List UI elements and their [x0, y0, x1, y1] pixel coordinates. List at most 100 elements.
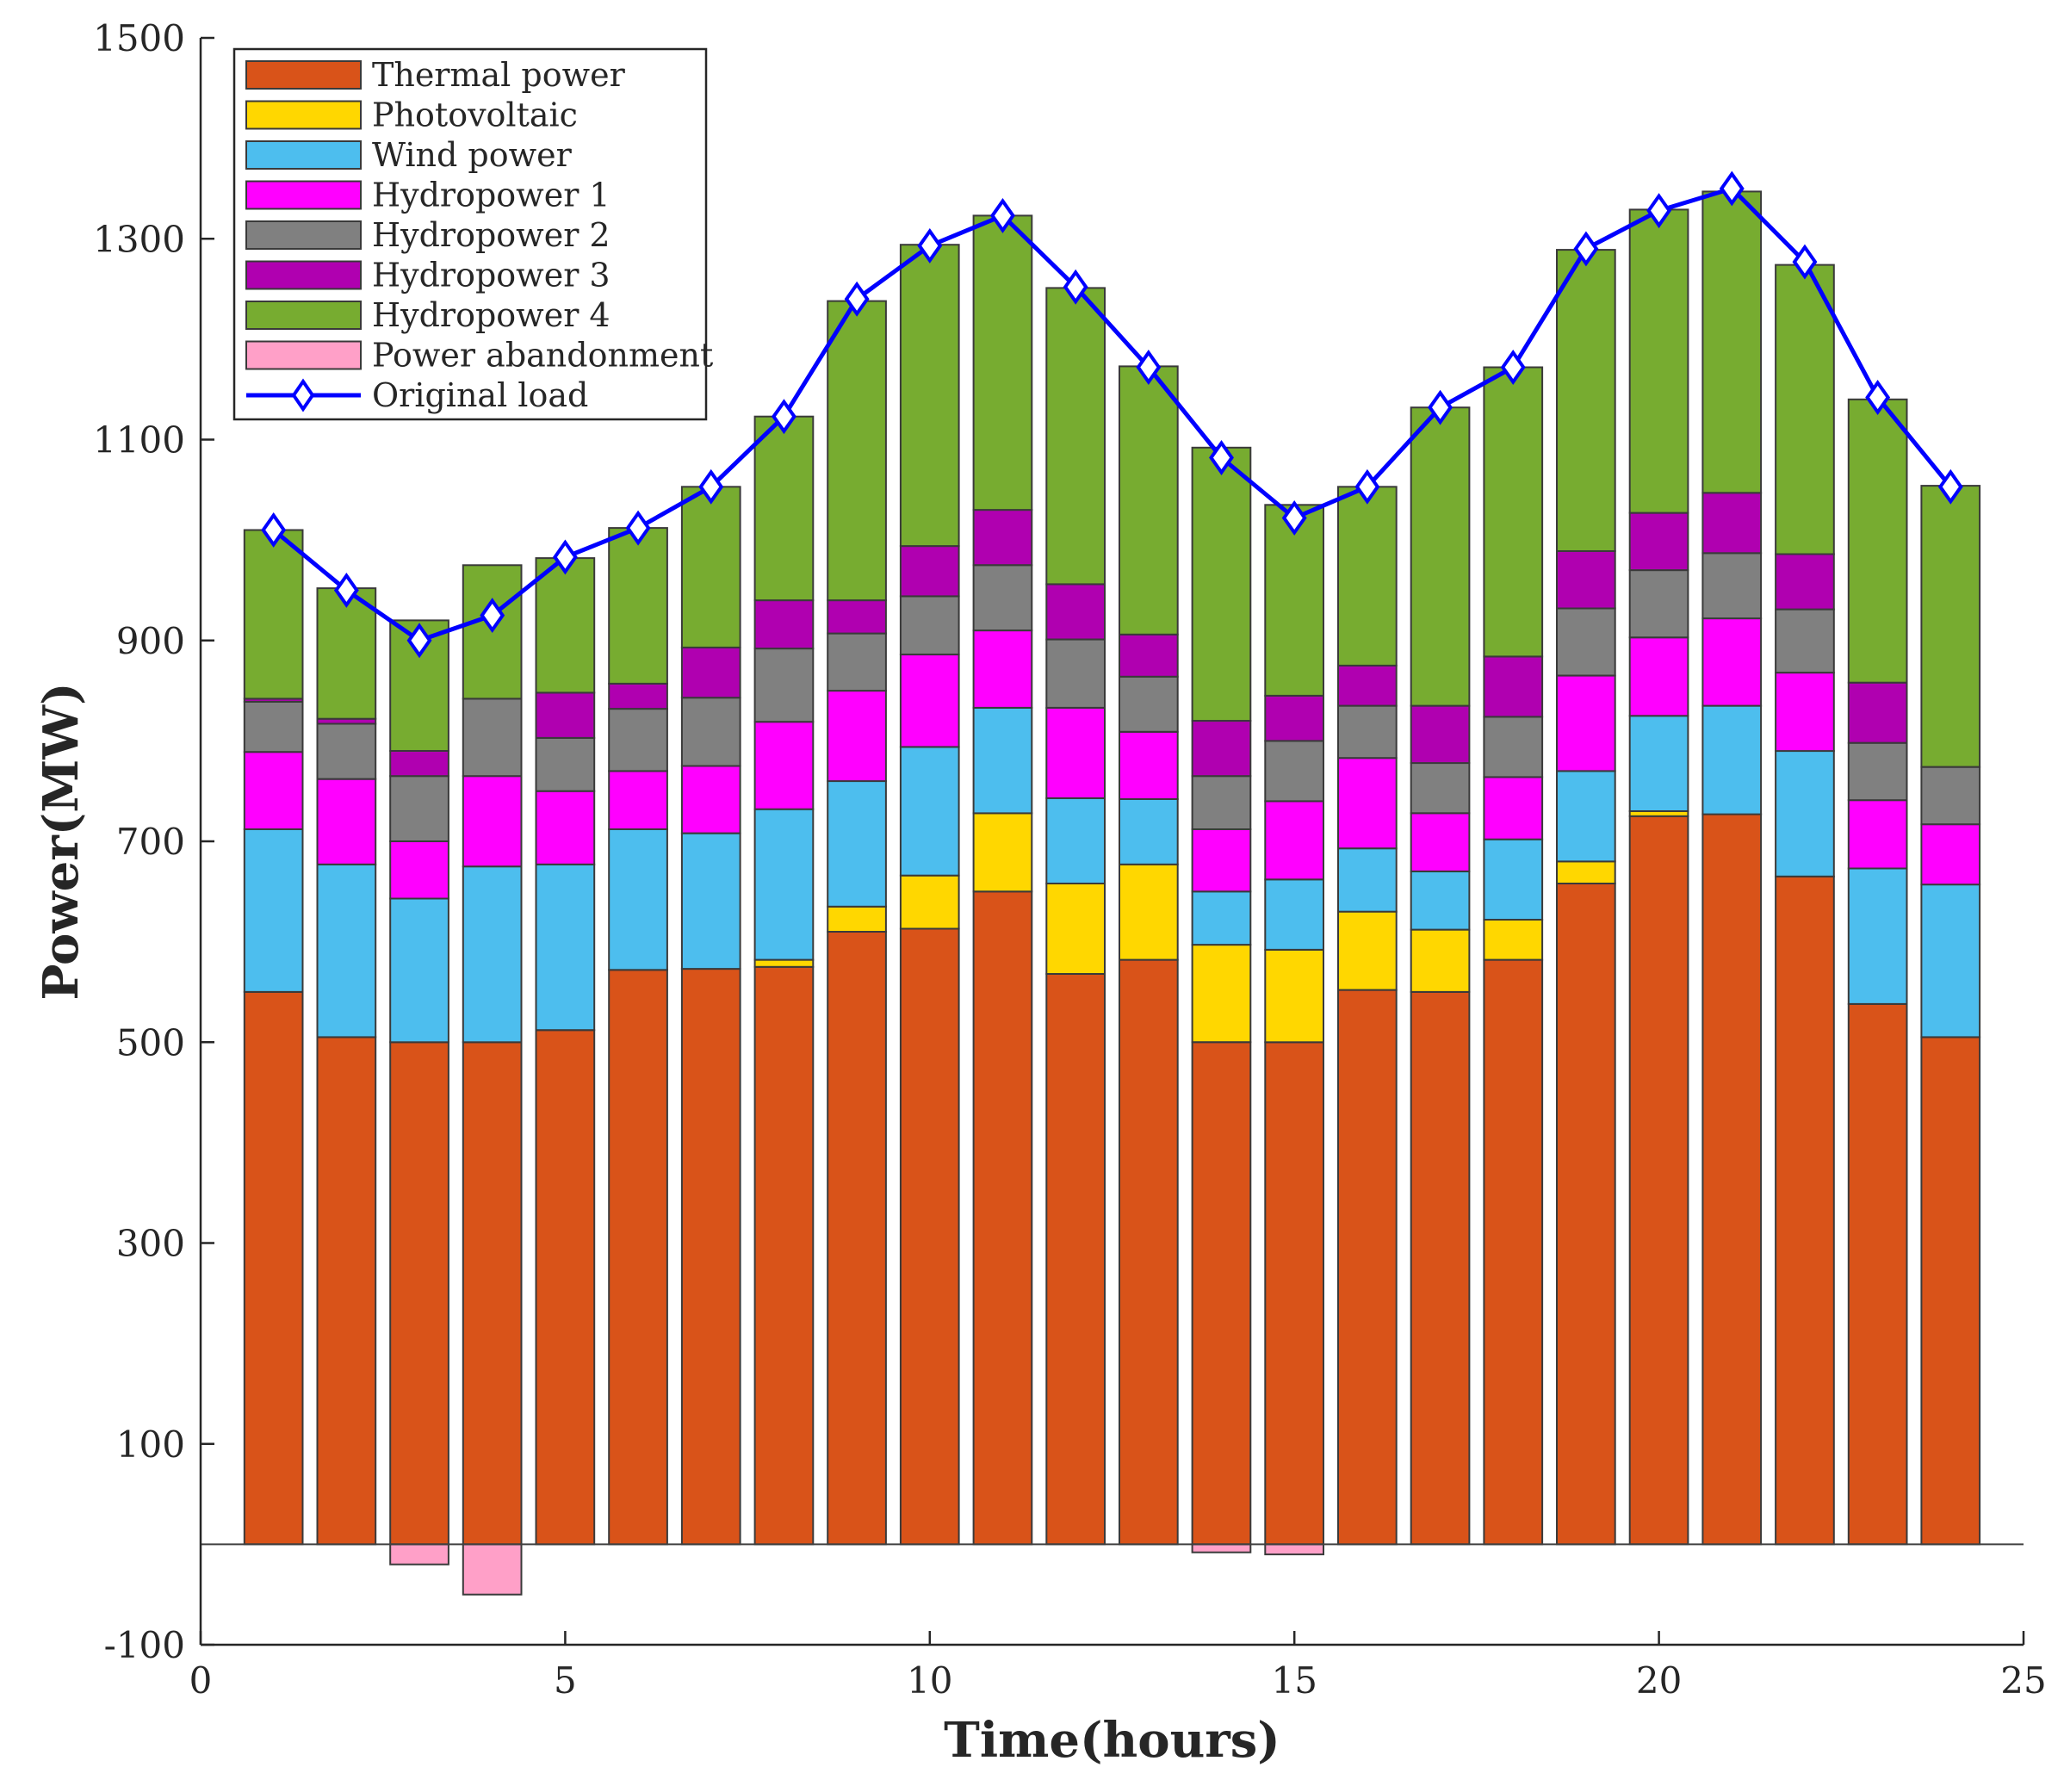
legend-label-power-abandonment: Power abandonment	[372, 337, 713, 375]
bar-hydropower-4-t13	[1119, 365, 1179, 636]
y-tick-label-900: 900	[116, 620, 185, 662]
load-point-t8	[771, 399, 796, 435]
bar-hydropower-3-t14	[1191, 720, 1252, 778]
legend-swatch-power-abandonment	[245, 340, 362, 370]
bar-wind-power-t24	[1920, 884, 1981, 1039]
bar-thermal-power-t1	[243, 990, 304, 1546]
bar-wind-power-t7	[680, 832, 741, 970]
bar-hydropower-4-t22	[1775, 264, 1835, 555]
load-point-t18	[1500, 350, 1526, 385]
bar-photovoltaic-t8	[753, 958, 815, 968]
x-tick-label-5: 5	[554, 1659, 577, 1702]
y-tick-label-700: 700	[116, 821, 185, 863]
bar-hydropower-1-t3	[389, 840, 449, 900]
bar-hydropower-2-t24	[1920, 766, 1981, 826]
bar-hydropower-3-t20	[1628, 512, 1689, 572]
bar-thermal-power-t9	[827, 931, 887, 1546]
bar-hydropower-2-t15	[1264, 740, 1325, 803]
load-point-t1	[261, 512, 287, 548]
bar-thermal-power-t18	[1483, 958, 1544, 1546]
bar-thermal-power-t22	[1775, 875, 1835, 1546]
bar-hydropower-4-t17	[1410, 406, 1471, 707]
bar-hydropower-2-t10	[899, 595, 960, 656]
bar-hydropower-1-t17	[1410, 812, 1471, 872]
bar-photovoltaic-t17	[1410, 928, 1471, 993]
bar-hydropower-1-t13	[1119, 730, 1179, 801]
bar-hydropower-4-t21	[1701, 190, 1763, 494]
bar-wind-power-t17	[1410, 871, 1471, 931]
load-point-t22	[1792, 244, 1818, 280]
load-point-t7	[698, 468, 724, 505]
bar-wind-power-t12	[1045, 797, 1106, 885]
bar-power-abandonment-t15	[1264, 1543, 1325, 1556]
bar-hydropower-3-t3	[389, 750, 449, 778]
legend-label-photovoltaic: Photovoltaic	[372, 96, 578, 134]
legend-label-hydropower-1: Hydropower 1	[372, 177, 611, 214]
bar-hydropower-3-t16	[1337, 664, 1398, 707]
legend-label-hydropower-4: Hydropower 4	[372, 296, 611, 334]
bar-hydropower-2-t5	[535, 736, 596, 792]
bar-wind-power-t11	[972, 706, 1033, 815]
load-point-t13	[1136, 350, 1162, 385]
bar-hydropower-1-t9	[827, 690, 887, 783]
bar-photovoltaic-t10	[899, 874, 960, 930]
bar-wind-power-t4	[462, 865, 523, 1044]
bar-thermal-power-t6	[608, 969, 668, 1546]
bar-hydropower-2-t14	[1191, 775, 1252, 831]
bar-wind-power-t22	[1775, 750, 1835, 877]
load-point-t12	[1063, 269, 1088, 305]
y-tick-label-300: 300	[116, 1223, 185, 1265]
bar-photovoltaic-t9	[827, 905, 887, 933]
bar-thermal-power-t19	[1556, 883, 1616, 1546]
bar-hydropower-2-t12	[1045, 638, 1106, 709]
bar-hydropower-1-t6	[608, 770, 668, 831]
bar-hydropower-3-t6	[608, 682, 668, 710]
bar-photovoltaic-t11	[972, 812, 1033, 893]
load-point-t21	[1719, 171, 1745, 207]
x-tick-label-20: 20	[1636, 1659, 1682, 1702]
bar-thermal-power-t2	[316, 1036, 377, 1546]
bar-thermal-power-t5	[535, 1029, 596, 1546]
bar-thermal-power-t16	[1337, 989, 1398, 1546]
bar-hydropower-1-t22	[1775, 672, 1835, 753]
legend-swatch-wind-power	[245, 140, 362, 170]
bar-photovoltaic-t12	[1045, 883, 1106, 975]
bar-photovoltaic-t19	[1556, 860, 1616, 884]
legend-label-hydropower-3: Hydropower 3	[372, 257, 611, 295]
load-point-t10	[917, 227, 943, 264]
load-point-t6	[625, 510, 651, 546]
bar-wind-power-t14	[1191, 890, 1252, 946]
x-tick-label-15: 15	[1271, 1659, 1317, 1702]
bar-thermal-power-t20	[1628, 815, 1689, 1546]
legend-label-thermal-power: Thermal power	[372, 56, 626, 94]
bar-wind-power-t23	[1847, 867, 1908, 1005]
bar-hydropower-3-t18	[1483, 655, 1544, 718]
y-tick-label-500: 500	[116, 1021, 185, 1063]
bar-hydropower-2-t22	[1775, 608, 1835, 674]
y-tick-label-1100: 1100	[93, 419, 185, 462]
bar-hydropower-1-t15	[1264, 800, 1325, 881]
bar-hydropower-4-t2	[316, 587, 377, 720]
bar-wind-power-t3	[389, 897, 449, 1044]
bar-hydropower-3-t13	[1119, 633, 1179, 678]
bar-hydropower-4-t20	[1628, 208, 1689, 514]
bar-wind-power-t2	[316, 863, 377, 1039]
bar-hydropower-2-t20	[1628, 569, 1689, 639]
load-point-t16	[1354, 468, 1380, 505]
bar-wind-power-t16	[1337, 847, 1398, 913]
bar-hydropower-1-t21	[1701, 617, 1763, 707]
bar-hydropower-1-t4	[462, 775, 523, 868]
x-axis-ticks: 0 5 10 15 20 25	[189, 1631, 2047, 1702]
load-point-t11	[990, 197, 1015, 233]
bar-thermal-power-t21	[1701, 813, 1763, 1546]
bar-wind-power-t1	[243, 828, 304, 993]
bar-hydropower-3-t15	[1264, 694, 1325, 742]
bar-thermal-power-t24	[1920, 1036, 1981, 1546]
bar-hydropower-4-t15	[1264, 504, 1325, 697]
load-point-t17	[1428, 389, 1453, 425]
y-tick-label-1500: 1500	[93, 17, 185, 59]
bar-thermal-power-t23	[1847, 1002, 1908, 1546]
bar-thermal-power-t14	[1191, 1041, 1252, 1546]
bar-hydropower-4-t1	[243, 529, 304, 700]
